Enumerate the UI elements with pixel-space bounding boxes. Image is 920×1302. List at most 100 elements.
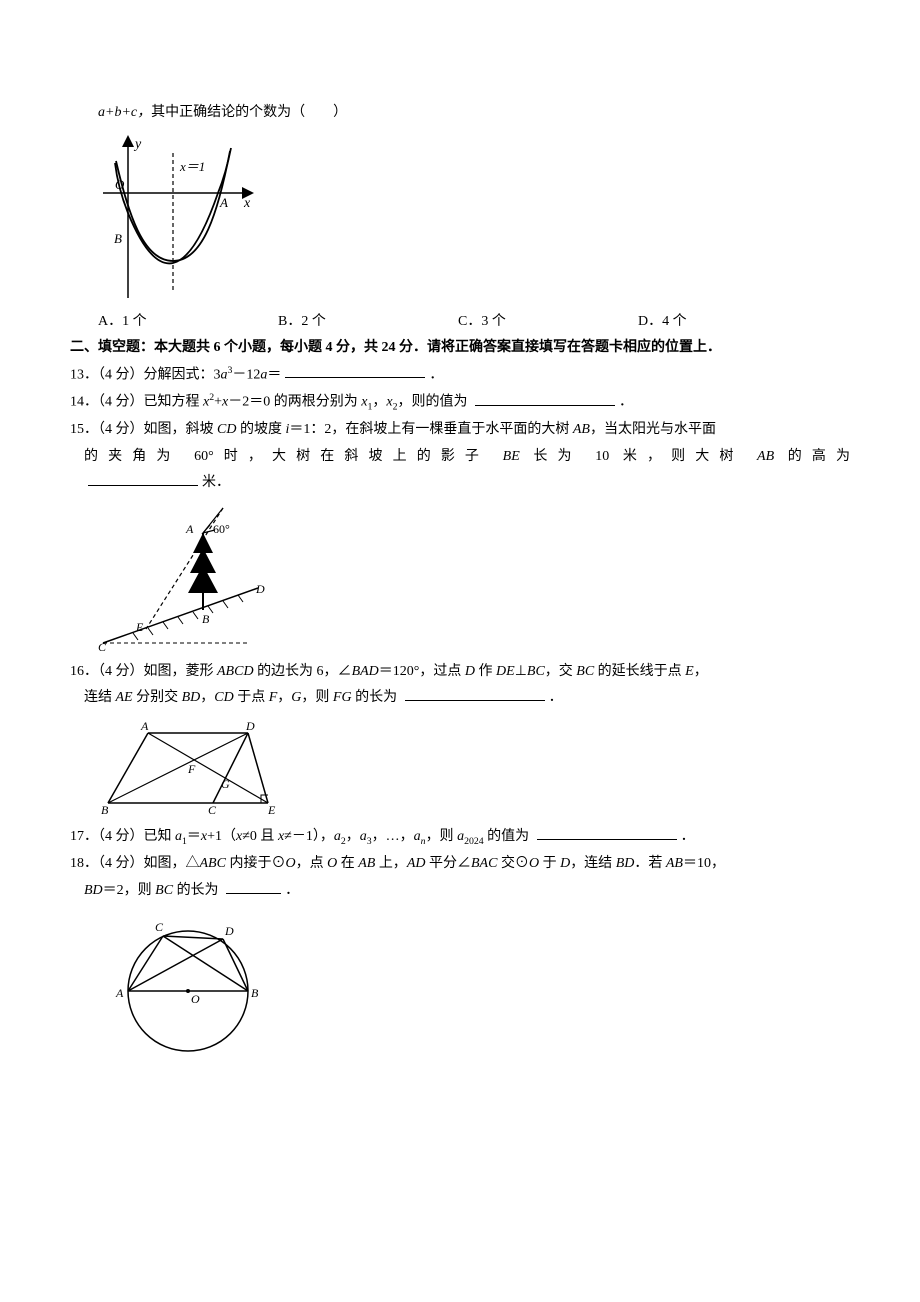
q18-pre: 18．（4 分）如图，△ [70,856,200,871]
svg-text:C: C [208,803,217,817]
q-top-choices: A．1 个 B．2 个 C．3 个 D．4 个 [70,309,850,336]
q13-mid: －12 [232,367,260,382]
q16-c2: ， [200,690,214,705]
q18-o2: O [327,856,337,871]
q18-m8: ，连结 [570,856,616,871]
q16-l2m1: 分别交 [133,690,182,705]
q15-line3: 米． [70,470,850,497]
q18-p1: ．若 [634,856,666,871]
q17-s2024: 2024 [464,836,484,847]
q15-blank[interactable] [88,472,198,486]
q16-line2: 连结 AE 分别交 BD，CD 于点 F，G，则 FG 的长为 ． [70,685,850,712]
q17-blank[interactable] [537,826,677,840]
q17-a3: a [360,829,367,844]
q17-p1: +1（ [207,829,236,844]
q15-be: BE [503,449,520,464]
q13-pre: 13．（4 分）分解因式：3 [70,367,221,382]
q14-mid1: + [214,395,222,410]
q16-period: ． [549,690,563,705]
q18-m7: 于 [539,856,560,871]
q17-dots: ，…， [372,829,414,844]
q18-o: O [285,856,295,871]
q17-a2: a [334,829,341,844]
svg-text:A: A [140,719,149,733]
q16-m1: 的边长为 6，∠ [254,664,352,679]
q-top-fragment: a+b+c，其中正确结论的个数为（ ） [70,100,850,127]
q16-bc: BC [527,664,545,679]
choice-a[interactable]: A．1 个 [98,309,258,336]
q18-abc: ABC [200,856,226,871]
q16-pre: 16．（4 分）如图，菱形 [70,664,217,679]
q18-blank[interactable] [226,880,281,894]
q18-l2p: 的长为 [173,883,219,898]
q16-graph: A D B C E F G [98,718,850,818]
q18-m3: 在 [337,856,358,871]
q16-l2m2: 于点 [234,690,269,705]
q13: 13．（4 分）分解因式：3a3－12a＝． [70,362,850,389]
q18-bd: BD [84,883,103,898]
q18-graph: A B C D O [98,911,850,1061]
text-frag: 其中正确结论的个数为（ ） [151,105,347,120]
q-top-graph: y x O x＝1 A B [98,133,850,303]
q16-c1: ， [694,664,708,679]
q13-post: ． [429,367,443,382]
q14-c: ， [372,395,386,410]
svg-text:E: E [135,620,144,634]
q16-blank[interactable] [405,687,545,701]
q15-l2m: 长为 10 米，则大树 [520,449,757,464]
q18-ab: AB [358,856,375,871]
svg-text:C: C [98,640,107,653]
q18-bd2: BD [616,856,635,871]
label-x: x [243,196,251,211]
q15-line1: 15．（4 分）如图，斜坡 CD 的坡度 i＝1：2，在斜坡上有一棵垂直于水平面… [70,417,850,444]
q16-f: F [269,690,278,705]
q16-p1: 的延长线于点 [594,664,685,679]
label-B: B [114,231,122,246]
label-sym: x＝1 [179,159,205,174]
q13-blank[interactable] [285,364,425,378]
svg-text:B: B [101,803,109,817]
q16-abcd: ABCD [217,664,254,679]
q16-m2: ＝120°，过点 [379,664,465,679]
q13-eq: ＝ [267,367,281,382]
label-O: O [115,177,125,192]
q16-de: DE [496,664,515,679]
q17-a1: a [175,829,182,844]
q14-blank[interactable] [475,392,615,406]
svg-text:A: A [115,986,124,1000]
q18-m5: 平分∠ [425,856,471,871]
q18-line1: 18．（4 分）如图，△ABC 内接于⊙O，点 O 在 AB 上，AD 平分∠B… [70,851,850,878]
svg-text:E: E [267,803,276,817]
q16-c3: ， [277,690,291,705]
svg-text:O: O [191,992,200,1006]
q18-m1: 内接于⊙ [226,856,286,871]
q14-post: ． [619,395,633,410]
q17-period: ． [681,829,695,844]
svg-text:60°: 60° [213,522,230,536]
q16-bd: BD [182,690,201,705]
q16-d: D [465,664,475,679]
q18-period: ． [285,883,299,898]
q17-c1: ， [346,829,360,844]
q15-p1: ，当太阳光与水平面 [590,422,716,437]
svg-text:D: D [255,582,265,596]
q16-l2post: 的长为 [352,690,398,705]
choice-d[interactable]: D．4 个 [638,309,798,336]
svg-text:B: B [202,612,210,626]
q17-pre: 17．（4 分）已知 [70,829,175,844]
q13-a1: a [221,367,228,382]
q18-l2m: ＝2，则 [103,883,156,898]
q14-mid2: －2＝0 的两根分别为 [228,395,361,410]
choice-b[interactable]: B．2 个 [278,309,438,336]
q16-bad: BAD [352,664,379,679]
q15-l2p: 的夹角为 60°时，大树在斜坡上的影子 [84,449,503,464]
label-y: y [133,137,142,152]
q15-ab: AB [573,422,590,437]
q15-l2post: 的高为 [774,449,850,464]
choice-c[interactable]: C．3 个 [458,309,618,336]
q16-l2p: 连结 [84,690,116,705]
q18-bac: BAC [471,856,497,871]
q18-line2: BD＝2，则 BC 的长为 ． [70,878,850,905]
q18-eq1: ＝10， [683,856,725,871]
q18-m2: ，点 [296,856,328,871]
